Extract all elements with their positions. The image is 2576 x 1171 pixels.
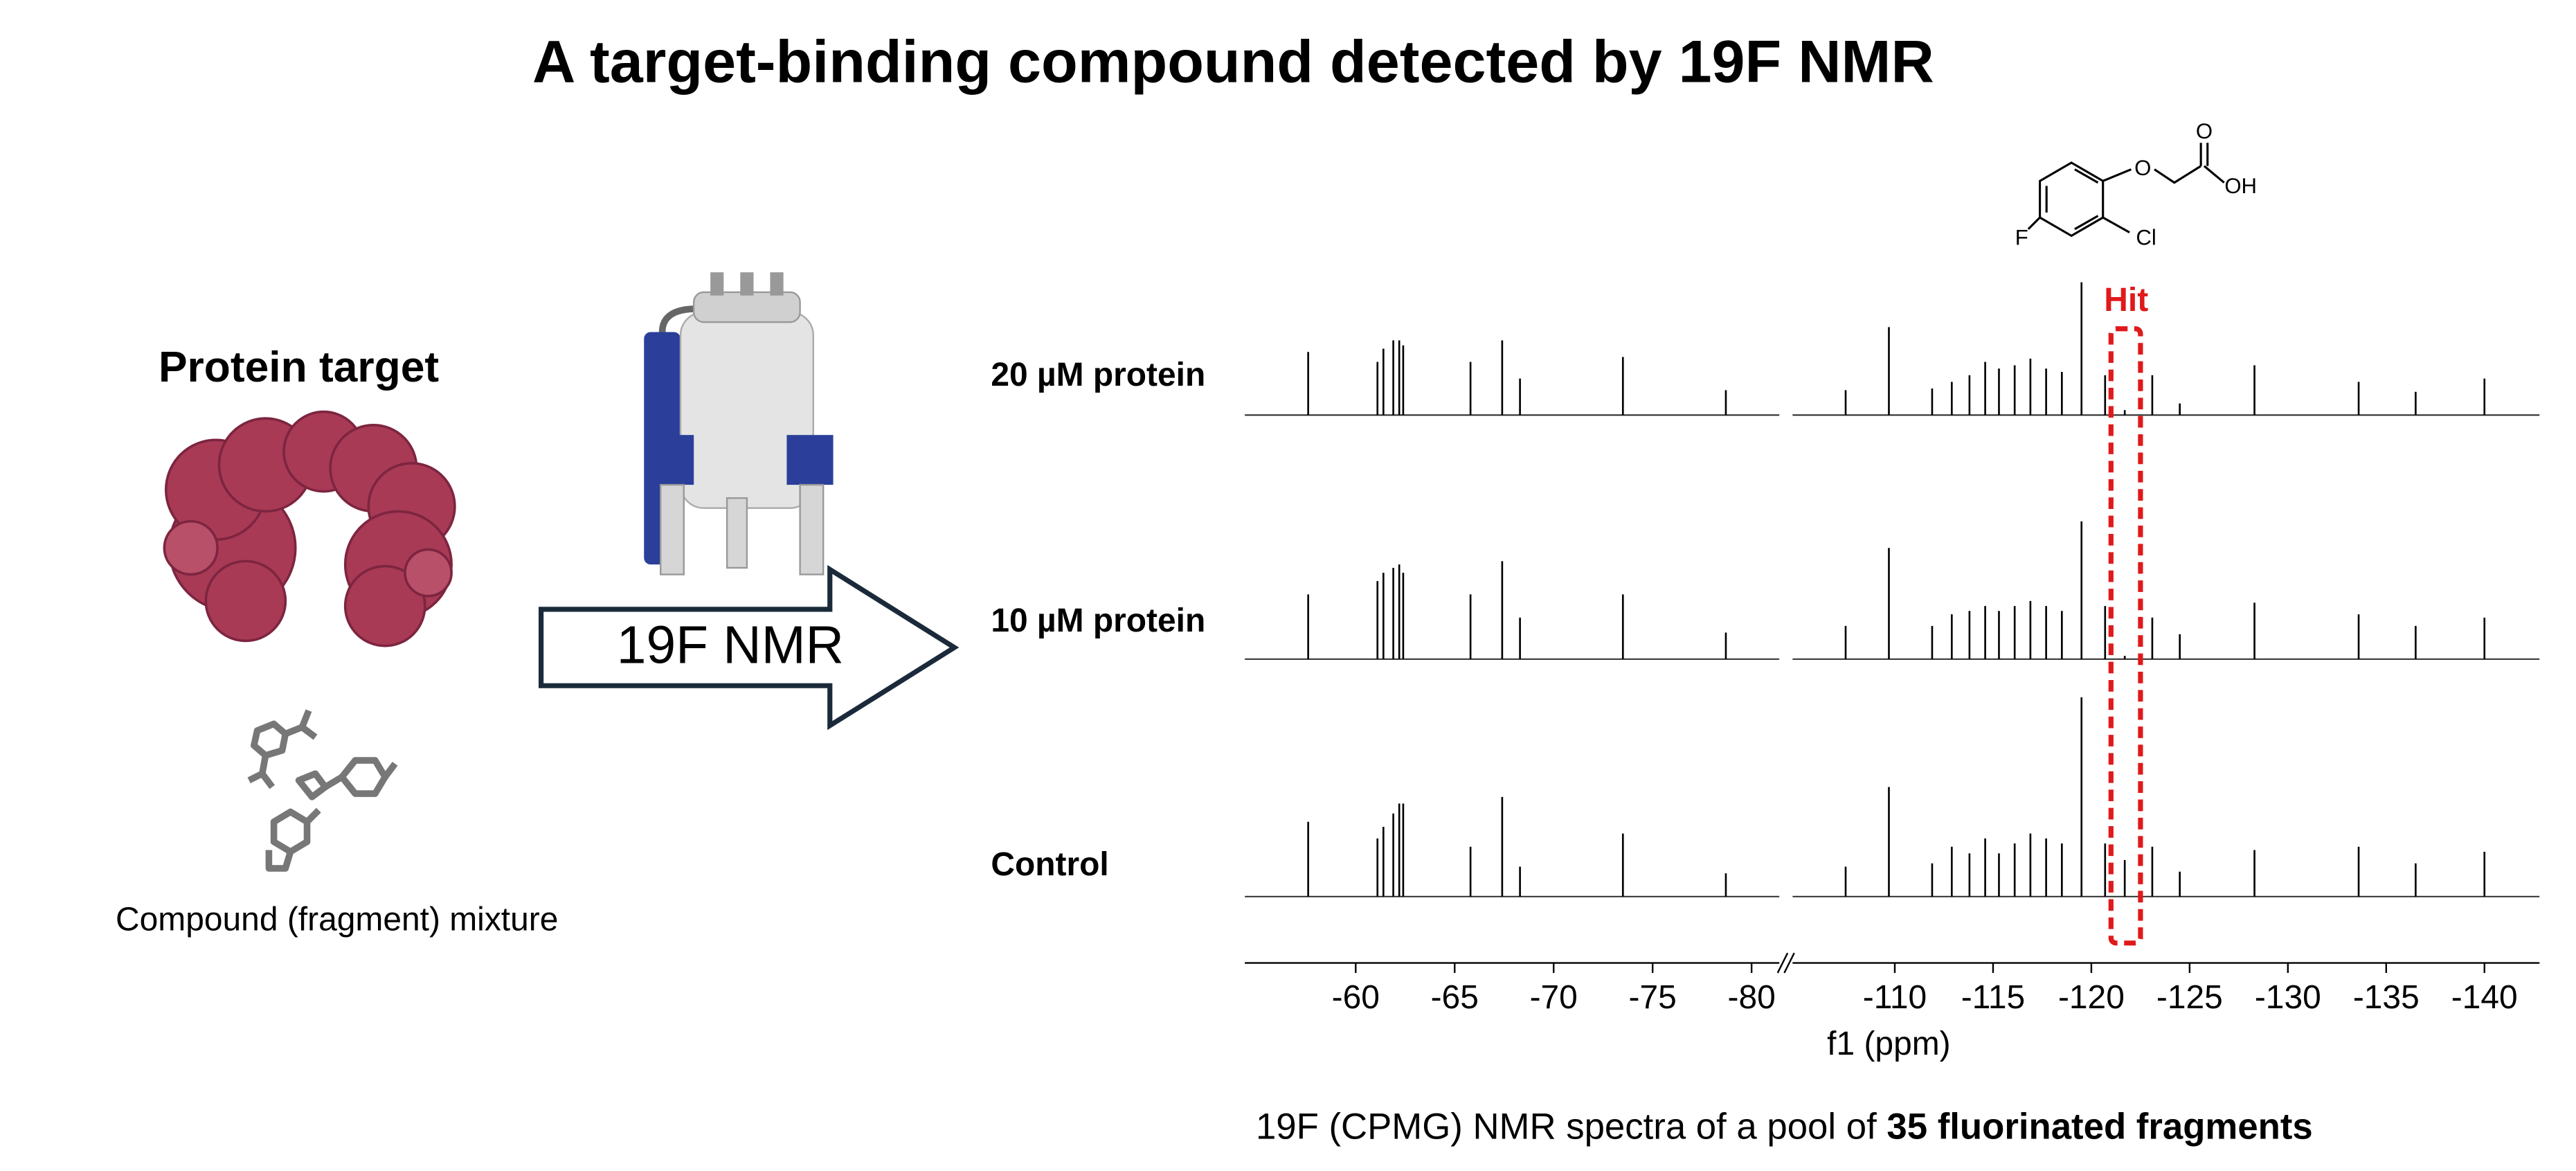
hit-box — [2108, 326, 2143, 946]
tick-label: -80 — [1727, 979, 1775, 1016]
atom-label: O — [2196, 119, 2213, 143]
arrow — [539, 564, 960, 731]
tick-label: -70 — [1530, 979, 1578, 1016]
molecule — [2027, 143, 2225, 238]
tick-label: -75 — [1629, 979, 1677, 1016]
atom-label: Cl — [2136, 225, 2156, 249]
tick-label: -115 — [1961, 979, 2025, 1016]
tick-label: -65 — [1431, 979, 1479, 1016]
caption-text: 19F (CPMG) NMR spectra of a pool of — [1256, 1106, 1886, 1147]
atom-label: O — [2134, 156, 2151, 180]
atom-label: F — [2015, 225, 2028, 249]
trace-label: 20 µM protein — [991, 357, 1205, 393]
nmr-magnet-icon — [644, 272, 834, 575]
mixture-label: Compound (fragment) mixture — [116, 901, 558, 938]
spectra: -60 -65 -70 -75 -80 -110 -115 -120 -125 -130 -135-… — [991, 282, 2540, 1016]
atom-labels: O O OH F Cl — [2015, 119, 2257, 249]
axis-label: f1 (ppm) — [1827, 1026, 1950, 1062]
tick-label: -125 — [2156, 979, 2223, 1016]
title: A target-binding compound detected by 19… — [532, 29, 1934, 96]
tick-label: -140 — [2451, 979, 2518, 1016]
caption: 19F (CPMG) NMR spectra of a pool of 35 f… — [1256, 1106, 2313, 1147]
tick-label: -60 — [1332, 979, 1380, 1016]
protein-label: Protein target — [159, 343, 439, 391]
axis-break — [1776, 952, 1795, 974]
trace-label: 10 µM protein — [991, 602, 1205, 639]
tick-label: -110 — [1863, 979, 1927, 1016]
arrow-label: 19F NMR — [617, 616, 844, 675]
trace-label: Control — [991, 846, 1108, 883]
compound-icons — [247, 709, 398, 872]
atom-label: OH — [2224, 174, 2257, 198]
tick-label: -130 — [2255, 979, 2321, 1016]
tick-label: -120 — [2058, 979, 2125, 1016]
tick-label: -135 — [2353, 979, 2420, 1016]
caption-bold: 35 fluorinated fragments — [1886, 1106, 2312, 1147]
protein-icon — [163, 410, 456, 647]
hit-label: Hit — [2104, 282, 2148, 319]
